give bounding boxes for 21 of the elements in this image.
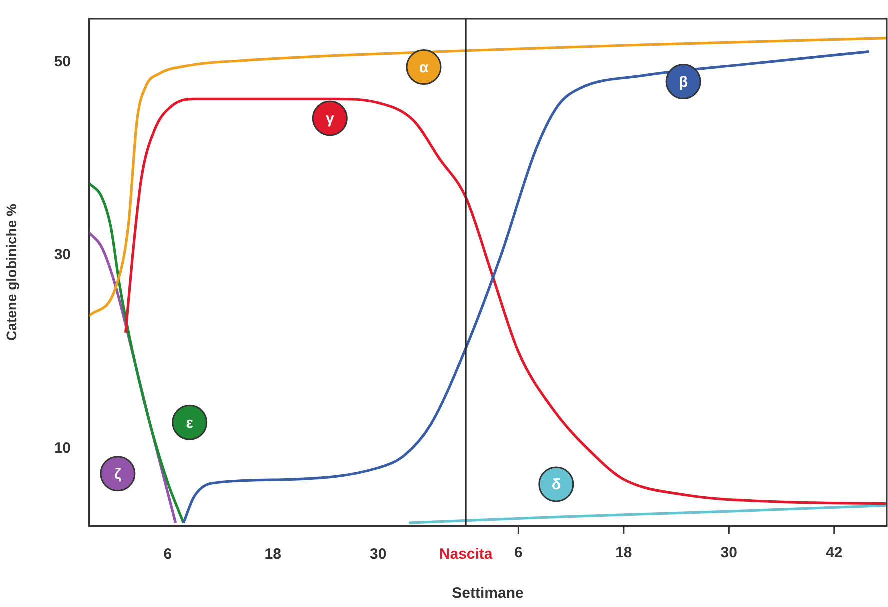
series-label: γ — [326, 110, 335, 128]
y-tick-label: 30 — [54, 246, 71, 264]
text: ζ — [114, 466, 122, 483]
x-tick-label: 18 — [264, 546, 282, 564]
x-tick-label: 6 — [164, 546, 172, 564]
x-axis-title: Settimane — [452, 585, 524, 602]
line-series — [89, 182, 186, 524]
x-tick-label: 30 — [370, 546, 387, 564]
text: ε — [186, 414, 194, 432]
line-series — [89, 37, 887, 318]
x-tick-label: Nascita — [439, 546, 494, 564]
y-tick-label: 50 — [54, 54, 71, 71]
y-axis-title: Catene globiniche % — [3, 204, 20, 341]
x2-tick-label: 42 — [826, 544, 843, 562]
series-label: δ — [552, 476, 561, 494]
series-label: β — [678, 74, 688, 91]
line-series — [124, 98, 887, 506]
y-tick-label: 10 — [54, 440, 71, 457]
series-label: α — [419, 59, 430, 76]
line-series — [182, 50, 871, 524]
line-series — [408, 504, 887, 524]
